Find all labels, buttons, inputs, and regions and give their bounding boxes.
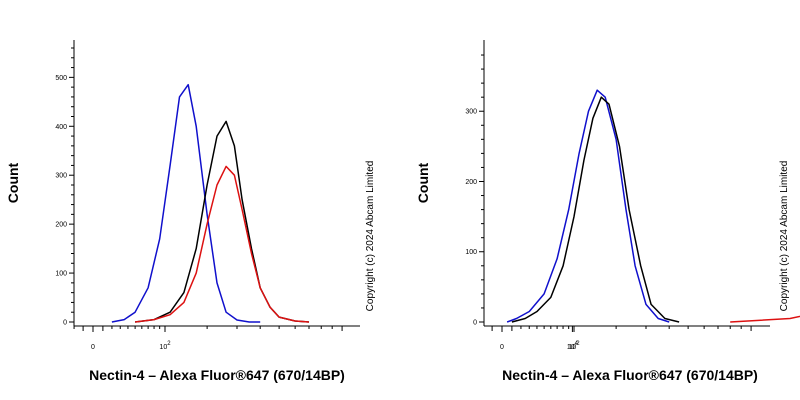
y-axis-title: Count <box>5 162 21 203</box>
x-axis-title: Nectin-4 – Alexa Fluor®647 (670/14BP) <box>89 367 345 383</box>
histogram-series-1 <box>506 89 670 323</box>
x-tick-base: 10 <box>567 344 575 351</box>
y-axis-title: Count <box>415 162 431 203</box>
x-tick-exponent: 2 <box>576 341 580 347</box>
histogram-panel-right: 01002003000102104106CountNectin-4 – Alex… <box>415 40 800 383</box>
x-tick-exponent: 2 <box>167 341 171 347</box>
histogram-panel-left: 01002003004005000102104106CountNectin-4 … <box>5 40 579 383</box>
x-tick-base: 10 <box>159 344 167 351</box>
y-tick-label: 300 <box>55 173 67 180</box>
histogram-series-3 <box>135 165 310 323</box>
x-tick-label: 102 <box>568 341 580 351</box>
x-tick-label: 0 <box>500 344 504 351</box>
y-tick-label: 200 <box>55 222 67 229</box>
x-tick-label: 0 <box>91 344 95 351</box>
x-axis-title: Nectin-4 – Alexa Fluor®647 (670/14BP) <box>502 367 758 383</box>
y-tick-label: 0 <box>473 320 477 327</box>
y-tick-label: 500 <box>55 75 67 82</box>
x-tick-base: 10 <box>568 344 576 351</box>
y-tick-label: 100 <box>465 249 477 256</box>
histogram-series-2 <box>511 96 680 323</box>
histogram-series-2 <box>135 120 310 323</box>
y-tick-label: 200 <box>465 179 477 186</box>
y-tick-label: 300 <box>465 109 477 116</box>
y-tick-label: 400 <box>55 124 67 131</box>
copyright-notice: Copyright (c) 2024 Abcam Limited <box>365 161 376 312</box>
copyright-notice: Copyright (c) 2024 Abcam Limited <box>779 161 790 312</box>
x-tick-label: 102 <box>159 341 171 351</box>
histogram-series-1 <box>111 83 261 323</box>
y-tick-label: 0 <box>63 320 67 327</box>
y-tick-label: 100 <box>55 271 67 278</box>
x-tick-exponent: 4 <box>575 341 579 347</box>
x-tick-base: 0 <box>500 344 504 351</box>
x-tick-base: 0 <box>91 344 95 351</box>
x-tick-label: 104 <box>567 341 579 351</box>
